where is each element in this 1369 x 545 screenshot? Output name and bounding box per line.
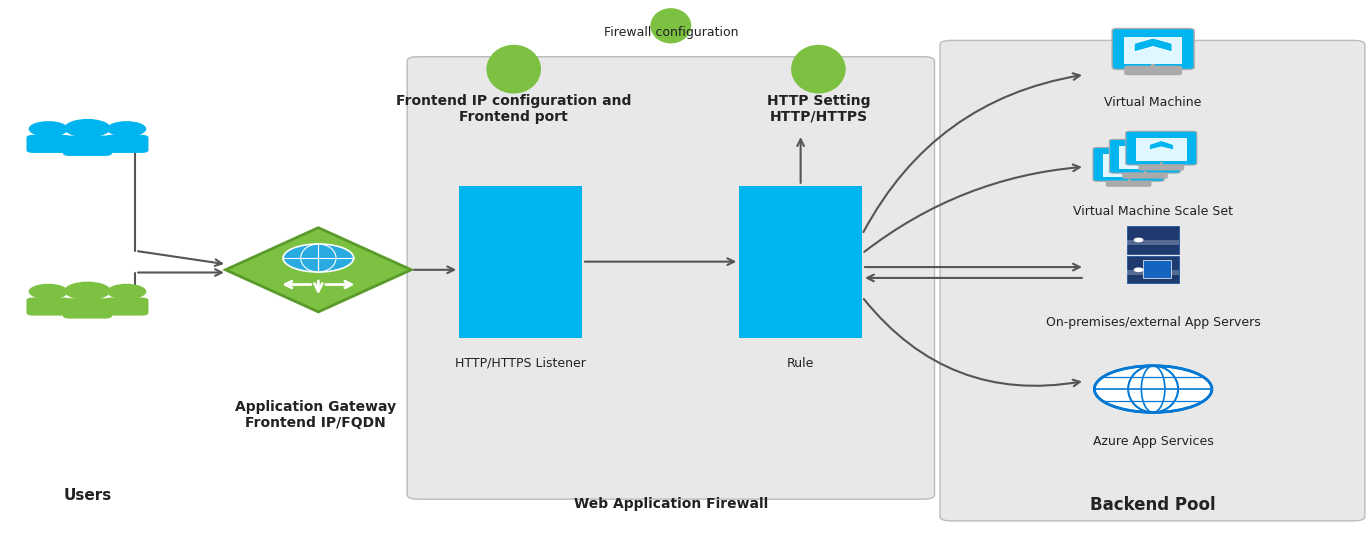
- FancyArrowPatch shape: [864, 73, 1080, 232]
- FancyBboxPatch shape: [1118, 146, 1170, 168]
- FancyBboxPatch shape: [1123, 172, 1168, 179]
- FancyBboxPatch shape: [941, 40, 1365, 521]
- FancyBboxPatch shape: [1103, 154, 1154, 177]
- Ellipse shape: [650, 8, 691, 44]
- Circle shape: [107, 121, 146, 137]
- FancyBboxPatch shape: [63, 298, 112, 319]
- Text: Virtual Machine Scale Set: Virtual Machine Scale Set: [1073, 205, 1233, 217]
- Circle shape: [1135, 238, 1143, 241]
- Circle shape: [107, 284, 146, 299]
- FancyBboxPatch shape: [1124, 65, 1181, 75]
- Text: Users: Users: [63, 488, 112, 503]
- Text: Rule: Rule: [787, 356, 815, 370]
- Text: Virtual Machine: Virtual Machine: [1105, 96, 1202, 110]
- FancyBboxPatch shape: [459, 186, 582, 337]
- FancyBboxPatch shape: [1092, 148, 1164, 181]
- FancyBboxPatch shape: [26, 135, 70, 153]
- Text: Backend Pool: Backend Pool: [1090, 496, 1216, 514]
- Circle shape: [1135, 268, 1143, 271]
- Circle shape: [64, 282, 111, 300]
- Circle shape: [64, 119, 111, 137]
- FancyBboxPatch shape: [1124, 37, 1183, 64]
- Polygon shape: [1150, 141, 1173, 150]
- Ellipse shape: [486, 45, 541, 94]
- FancyBboxPatch shape: [1143, 261, 1172, 278]
- FancyArrowPatch shape: [864, 165, 1080, 252]
- FancyBboxPatch shape: [739, 186, 862, 337]
- FancyBboxPatch shape: [1127, 256, 1179, 283]
- Polygon shape: [1134, 149, 1157, 158]
- FancyBboxPatch shape: [26, 298, 70, 316]
- FancyBboxPatch shape: [104, 135, 148, 153]
- FancyBboxPatch shape: [1127, 226, 1179, 253]
- FancyArrowPatch shape: [864, 299, 1080, 386]
- Circle shape: [29, 284, 68, 299]
- Ellipse shape: [791, 45, 846, 94]
- FancyBboxPatch shape: [1112, 28, 1194, 69]
- FancyBboxPatch shape: [1135, 138, 1187, 161]
- Text: Web Application Firewall: Web Application Firewall: [574, 497, 768, 511]
- Text: On-premises/external App Servers: On-premises/external App Servers: [1046, 316, 1261, 329]
- Text: Frontend IP configuration and
Frontend port: Frontend IP configuration and Frontend p…: [396, 94, 631, 124]
- Text: Application Gateway
Frontend IP/FQDN: Application Gateway Frontend IP/FQDN: [235, 400, 396, 430]
- Text: Azure App Services: Azure App Services: [1092, 435, 1213, 448]
- Circle shape: [1094, 366, 1212, 413]
- FancyBboxPatch shape: [1106, 180, 1151, 187]
- FancyBboxPatch shape: [407, 57, 935, 499]
- FancyBboxPatch shape: [104, 298, 148, 316]
- FancyBboxPatch shape: [1139, 165, 1184, 171]
- FancyBboxPatch shape: [1127, 240, 1179, 245]
- FancyBboxPatch shape: [1109, 140, 1180, 173]
- Circle shape: [283, 244, 353, 272]
- Polygon shape: [226, 228, 411, 312]
- Text: Firewall configuration: Firewall configuration: [604, 26, 738, 39]
- FancyBboxPatch shape: [1127, 270, 1179, 275]
- Text: HTTP/HTTPS Listener: HTTP/HTTPS Listener: [455, 356, 586, 370]
- Circle shape: [29, 121, 68, 137]
- Polygon shape: [1117, 157, 1140, 166]
- FancyBboxPatch shape: [1125, 131, 1197, 165]
- FancyBboxPatch shape: [63, 136, 112, 156]
- Polygon shape: [1134, 38, 1172, 52]
- Text: HTTP Setting
HTTP/HTTPS: HTTP Setting HTTP/HTTPS: [767, 94, 871, 124]
